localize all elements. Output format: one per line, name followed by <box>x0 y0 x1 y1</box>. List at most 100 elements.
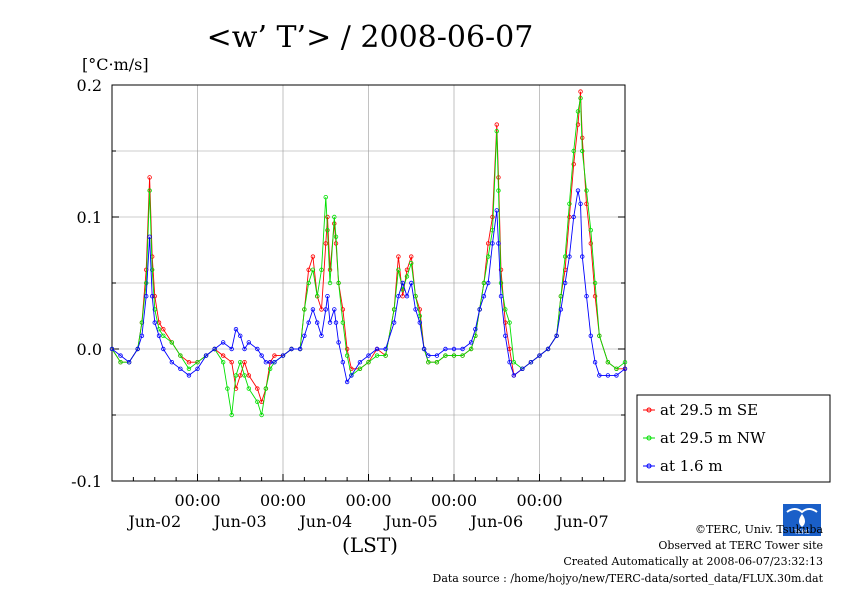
data-point <box>195 360 200 365</box>
data-point <box>169 340 175 345</box>
data-point <box>473 327 478 332</box>
data-point <box>451 346 457 352</box>
data-point <box>161 333 166 338</box>
logo-drop-icon <box>799 514 805 527</box>
data-point <box>511 360 517 365</box>
data-point <box>413 307 418 312</box>
series-3 <box>109 188 628 385</box>
data-point <box>494 122 499 127</box>
data-point <box>267 360 273 365</box>
data-point <box>460 353 465 358</box>
data-series <box>109 89 628 418</box>
data-point <box>147 175 152 180</box>
data-point <box>496 188 501 193</box>
data-point <box>575 188 581 193</box>
logo-text: TERC <box>793 529 810 536</box>
data-point <box>584 188 589 193</box>
data-point <box>327 267 333 272</box>
y-unit-label: [°C·m/s] <box>82 55 149 74</box>
data-point <box>490 241 495 246</box>
y-tick-label: 0.0 <box>77 340 102 359</box>
data-point <box>481 294 487 299</box>
data-point <box>511 373 517 378</box>
data-point <box>545 346 551 352</box>
data-point <box>400 280 405 286</box>
data-point <box>605 360 611 365</box>
data-point <box>246 340 251 345</box>
data-point <box>468 346 474 352</box>
data-point <box>588 241 593 246</box>
data-point <box>126 360 132 365</box>
data-point <box>443 346 448 352</box>
data-point <box>263 386 269 391</box>
data-point <box>333 234 339 239</box>
x-time-label: 00:00 <box>345 491 391 510</box>
data-point <box>306 267 311 272</box>
series-line <box>111 190 626 384</box>
data-point <box>584 294 589 299</box>
data-point <box>400 294 405 299</box>
data-point <box>242 373 247 378</box>
data-point <box>325 214 330 220</box>
data-point <box>143 294 149 299</box>
data-point <box>233 373 239 378</box>
data-point <box>238 333 243 338</box>
data-point <box>571 148 576 154</box>
data-point <box>233 327 239 332</box>
data-point <box>357 360 363 365</box>
x-date-label: Jun-06 <box>468 512 523 531</box>
data-point <box>306 320 311 325</box>
x-time-label: 00:00 <box>174 491 220 510</box>
data-point <box>319 333 324 338</box>
data-point <box>280 353 286 358</box>
data-point <box>336 340 341 345</box>
data-point <box>118 353 123 358</box>
legend-box <box>636 394 831 483</box>
data-point <box>323 307 328 312</box>
y-tick-label: -0.1 <box>71 472 102 491</box>
data-point <box>507 360 512 365</box>
data-point <box>220 353 226 358</box>
data-point <box>421 346 427 352</box>
data-point <box>302 333 307 338</box>
data-point <box>575 109 581 114</box>
data-point <box>409 261 414 266</box>
data-point <box>528 360 534 365</box>
data-point <box>332 307 337 312</box>
data-point <box>178 366 183 371</box>
data-point <box>135 346 140 352</box>
data-point <box>310 267 316 272</box>
data-point <box>580 148 585 154</box>
data-point <box>242 360 247 365</box>
data-point <box>259 353 264 358</box>
legend-label: at 29.5 m SE <box>660 401 758 419</box>
data-point <box>588 333 593 338</box>
x-date-label: Jun-02 <box>126 512 181 531</box>
data-point <box>537 353 542 358</box>
data-point <box>567 214 572 220</box>
data-point <box>481 280 487 286</box>
data-point <box>315 320 320 325</box>
data-point <box>327 320 333 325</box>
data-point <box>118 360 123 365</box>
data-point <box>451 353 457 358</box>
data-point <box>507 320 512 325</box>
data-point <box>340 320 346 325</box>
data-point <box>161 346 166 352</box>
x-axis-label: (LST) <box>342 533 398 557</box>
chart-title: <w’ T’> / 2008-06-07 <box>207 20 534 55</box>
data-point <box>186 373 192 378</box>
data-point <box>203 353 209 358</box>
data-point <box>169 360 175 365</box>
data-point <box>220 360 226 365</box>
data-point <box>396 294 401 299</box>
legend-label: at 1.6 m <box>660 457 723 475</box>
data-point <box>186 360 192 365</box>
data-point <box>409 254 414 259</box>
data-point <box>152 320 157 325</box>
data-point <box>498 280 504 286</box>
data-point <box>409 280 414 286</box>
data-point <box>366 353 371 358</box>
data-point <box>592 360 598 365</box>
x-time-label: 00:00 <box>516 491 562 510</box>
